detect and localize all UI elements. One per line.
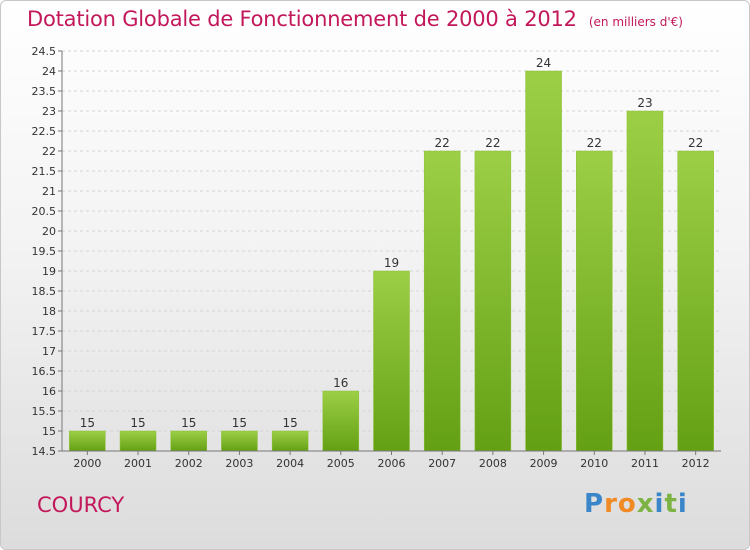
data-label: 15 (80, 416, 95, 430)
y-tick-label: 14.5 (32, 445, 57, 458)
bar (221, 430, 258, 452)
data-label: 22 (587, 136, 602, 150)
y-tick-label: 23.5 (32, 85, 57, 98)
x-tick-label: 2001 (124, 457, 152, 470)
x-tick-label: 2010 (580, 457, 608, 470)
data-label: 15 (282, 416, 297, 430)
x-tick-label: 2009 (530, 457, 558, 470)
bar (119, 430, 157, 452)
bar (474, 150, 512, 452)
data-label: 24 (536, 56, 551, 70)
y-tick-label: 16.5 (32, 365, 57, 378)
bar (576, 150, 613, 452)
location-name: COURCY (37, 493, 125, 517)
y-tick-label: 21 (42, 185, 56, 198)
x-tick-label: 2000 (73, 457, 101, 470)
data-label: 22 (485, 136, 500, 150)
data-label: 16 (333, 376, 348, 390)
bars: 15 15 15 15 15 16 19 22 22 24 22 23 22 (69, 56, 714, 452)
y-tick-label: 22 (42, 145, 56, 158)
y-tick-label: 18.5 (32, 285, 57, 298)
y-tick-label: 19 (42, 265, 56, 278)
y-tick-label: 17.5 (32, 325, 57, 338)
y-tick-label: 18 (42, 305, 56, 318)
x-tick-label: 2011 (631, 457, 659, 470)
y-tick-label: 20 (42, 225, 56, 238)
bar (626, 110, 664, 452)
y-tick-label: 15.5 (32, 405, 57, 418)
data-label: 22 (688, 136, 703, 150)
x-tick-label: 2002 (175, 457, 203, 470)
chart-title-text: Dotation Globale de Fonctionnement de 20… (27, 7, 577, 31)
y-tick-label: 21.5 (32, 165, 57, 178)
x-tick-label: 2007 (428, 457, 456, 470)
bar (525, 70, 562, 452)
bar (322, 390, 360, 452)
y-tick-label: 19.5 (32, 245, 57, 258)
bar (271, 430, 309, 452)
x-tick-label: 2003 (225, 457, 253, 470)
chart-title: Dotation Globale de Fonctionnement de 20… (27, 7, 683, 31)
bar (677, 150, 714, 452)
bar (373, 270, 410, 452)
bar (170, 430, 207, 452)
data-label: 15 (130, 416, 145, 430)
x-tick-label: 2006 (378, 457, 406, 470)
bar (69, 430, 106, 452)
y-tick-label: 24 (42, 65, 56, 78)
y-tick-label: 17 (42, 345, 56, 358)
chart-unit: (en milliers d'€) (588, 15, 683, 29)
x-tick-label: 2005 (327, 457, 355, 470)
y-tick-label: 23 (42, 105, 56, 118)
bar (423, 150, 461, 452)
x-axis: 2000 2001 2002 2003 2004 2005 2006 2007 2008 2009… (62, 450, 721, 470)
x-tick-label: 2008 (479, 457, 507, 470)
data-label: 22 (435, 136, 450, 150)
y-tick-label: 22.5 (32, 125, 57, 138)
data-label: 15 (181, 416, 196, 430)
x-tick-label: 2004 (276, 457, 304, 470)
x-tick-label: 2012 (682, 457, 710, 470)
proxiti-logo[interactable]: Proxiti (584, 489, 688, 519)
data-label: 23 (637, 96, 652, 110)
data-label: 15 (232, 416, 247, 430)
y-tick-label: 24.5 (32, 45, 57, 58)
y-tick-label: 20.5 (32, 205, 57, 218)
y-axis: 14.5 15 15.5 16 16.5 17 17.5 18 18.5 19 19.5 20 20.5… (32, 45, 63, 458)
data-label: 19 (384, 256, 399, 270)
y-tick-label: 15 (42, 425, 56, 438)
y-tick-label: 16 (42, 385, 56, 398)
